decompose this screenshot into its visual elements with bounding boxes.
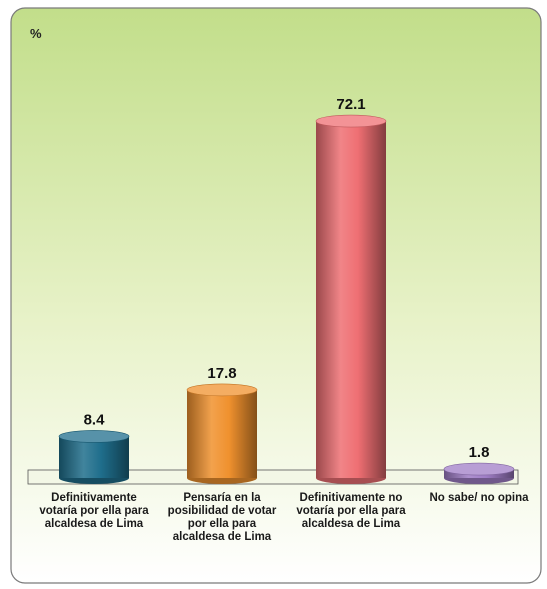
bar-top (58, 430, 130, 443)
bar-3: 72.1 (315, 96, 387, 484)
category-label: No sabe/ no opina (429, 492, 529, 504)
value-label: 17.8 (207, 365, 236, 382)
bar-body (187, 389, 257, 478)
bar-body (316, 121, 386, 478)
bar-4: 1.8 (443, 444, 515, 484)
value-label: 1.8 (469, 444, 490, 461)
bar-body (59, 436, 129, 478)
category-label: Pensaría en la posibilidad de votar por … (167, 492, 277, 543)
chart-floor (27, 469, 519, 485)
bar-2: 17.8 (186, 365, 258, 484)
bar-top (315, 114, 387, 128)
bar-top (186, 383, 258, 397)
category-label: Definitivamente no votaría por ella para… (296, 492, 406, 530)
value-label: 8.4 (84, 411, 106, 428)
bar-top (443, 462, 515, 476)
category-label: Definitivamente votaría por ella para al… (39, 492, 149, 530)
bars-layer: 8.4 17.8 72.1 1.8 (27, 96, 519, 485)
chart-panel (10, 7, 542, 584)
value-label: 72.1 (336, 96, 365, 113)
y-axis-label: % (30, 26, 42, 41)
bar-1: 8.4 (58, 411, 130, 484)
